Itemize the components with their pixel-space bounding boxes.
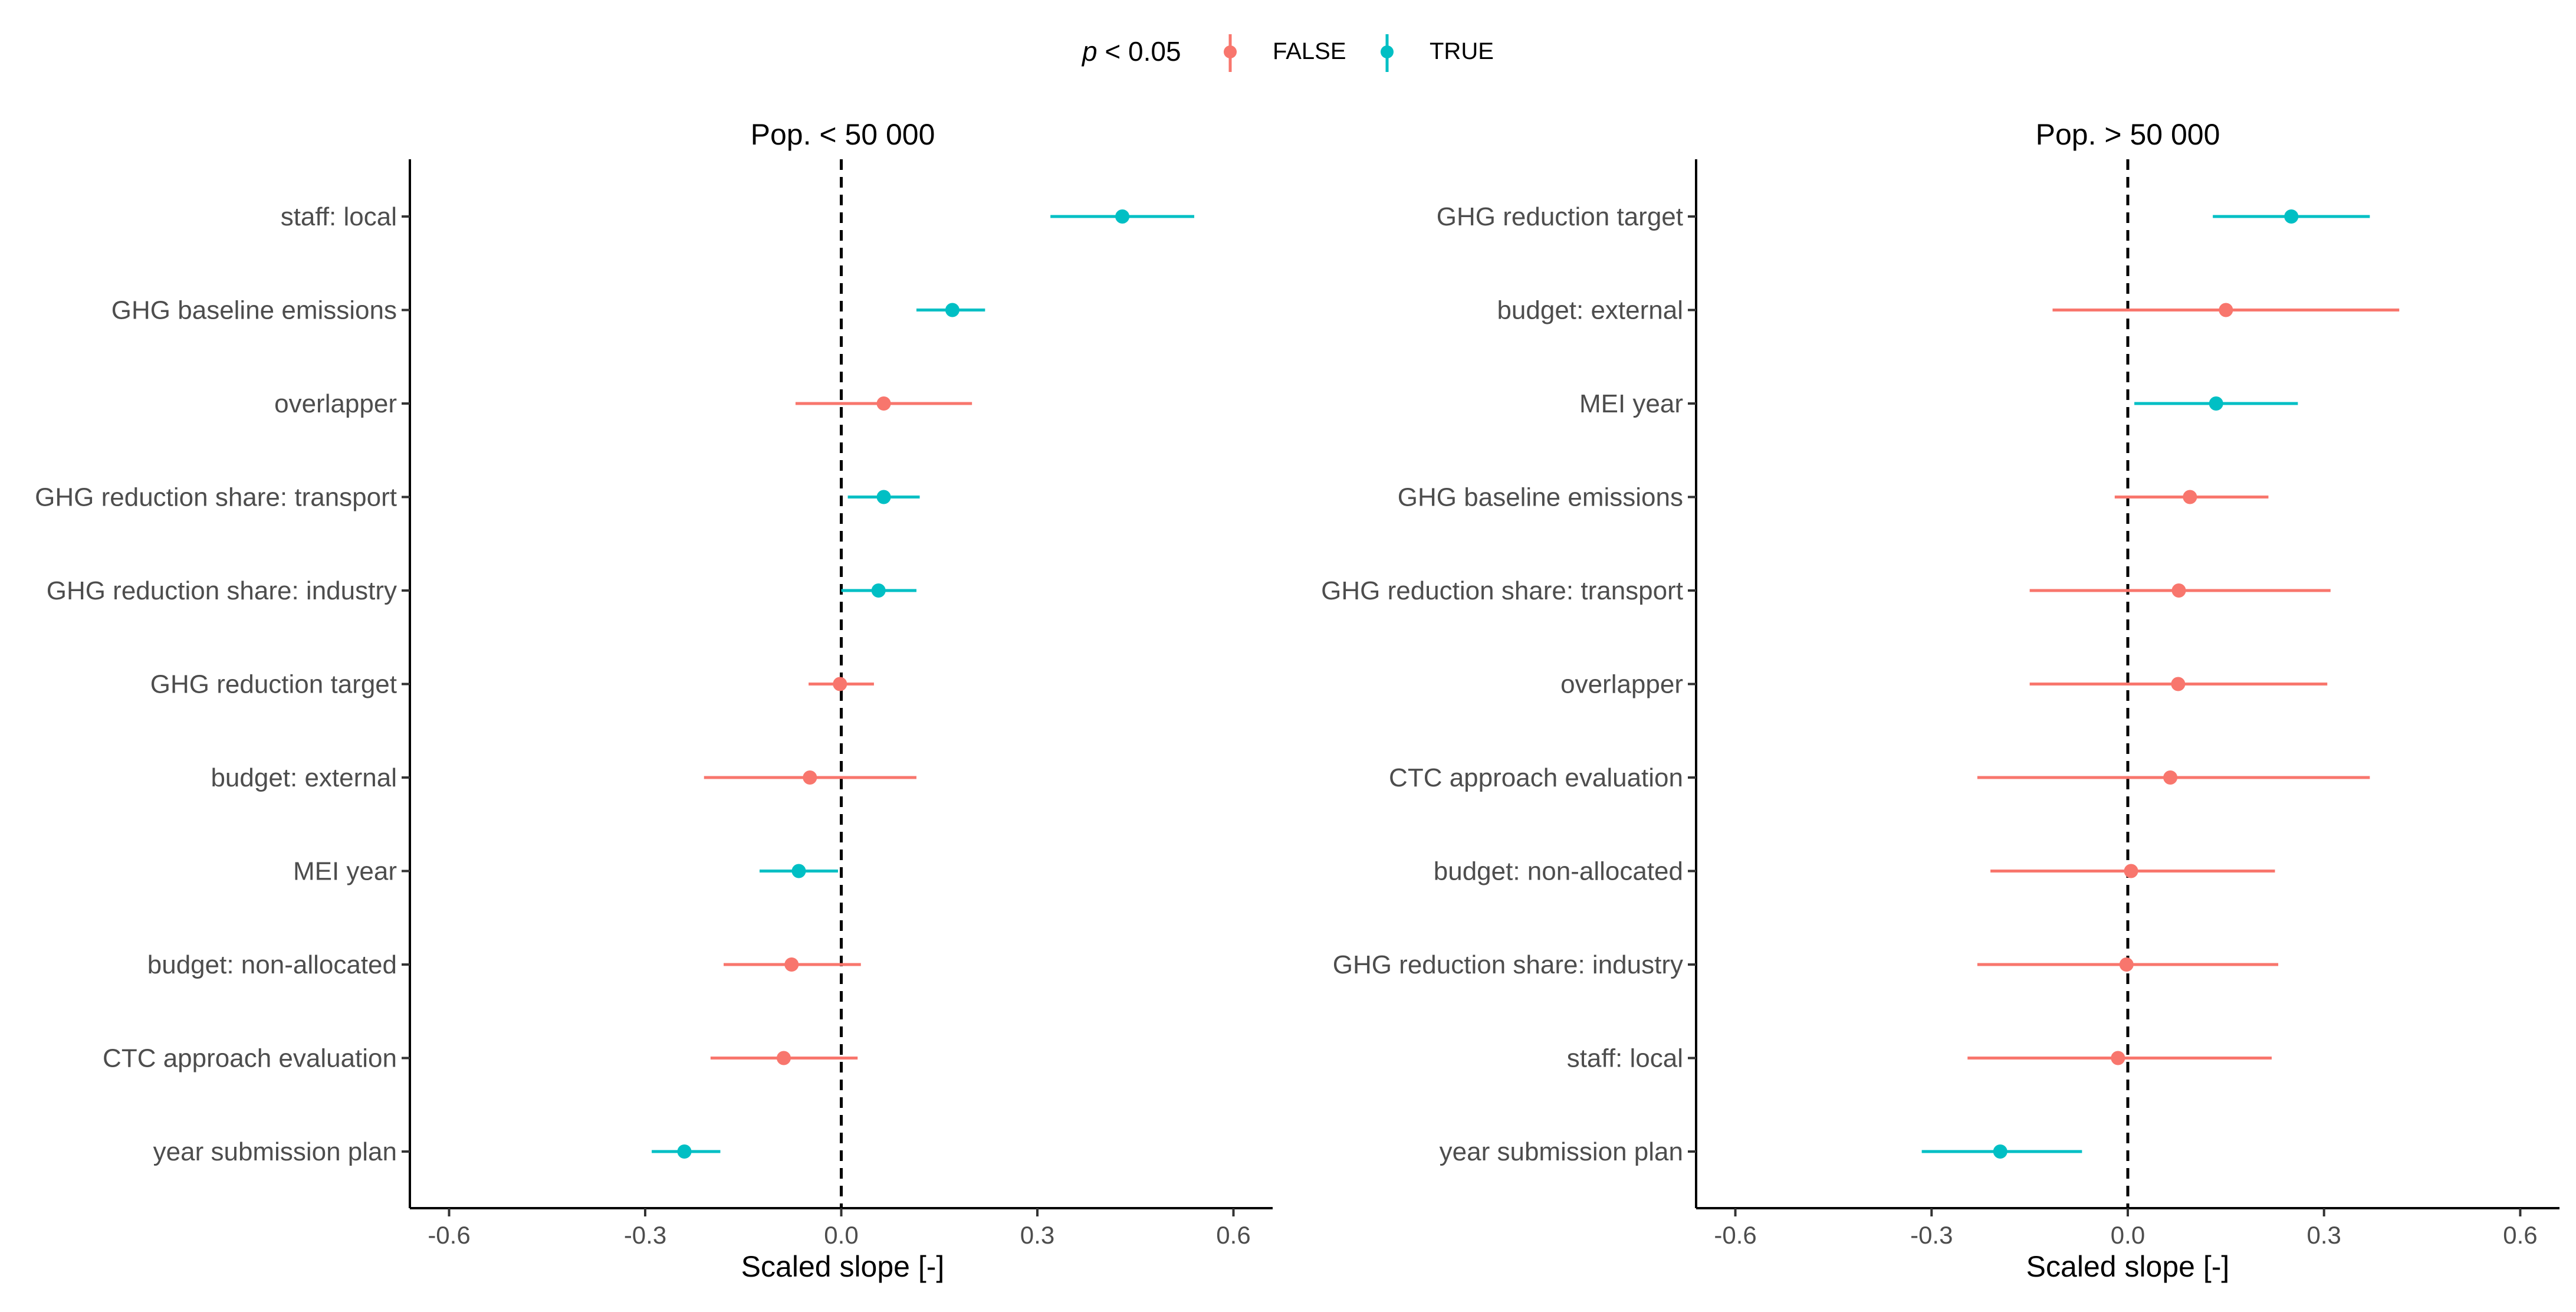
y-tick-label: budget: non-allocated bbox=[147, 950, 397, 979]
estimate-point bbox=[2209, 396, 2223, 411]
y-tick-label: GHG reduction share: industry bbox=[1333, 950, 1683, 979]
legend: p < 0.05 FALSE TRUE bbox=[1081, 34, 1494, 72]
x-tick-label: 0.6 bbox=[1216, 1221, 1250, 1249]
y-tick-label: GHG reduction target bbox=[1437, 202, 1683, 231]
y-tick-label: MEI year bbox=[1579, 389, 1683, 418]
legend-key-false bbox=[1224, 34, 1237, 72]
plot-area: -0.6 -0.3 0.0 0.3 0.6 GHG reduction target bud… bbox=[1321, 159, 2559, 1249]
estimate-point bbox=[833, 677, 847, 691]
estimate-point bbox=[2119, 957, 2134, 972]
y-tick-label: budget: external bbox=[211, 763, 397, 792]
y-tick-label: overlapper bbox=[274, 389, 397, 418]
y-tick-label: GHG reduction share: industry bbox=[47, 576, 397, 605]
legend-key-false-point bbox=[1224, 45, 1237, 58]
x-tick-label: 0.3 bbox=[2307, 1221, 2341, 1249]
x-tick-label: 0.6 bbox=[2503, 1221, 2537, 1249]
legend-key-true-point bbox=[1381, 45, 1394, 58]
estimate-point bbox=[2171, 677, 2186, 691]
estimate-point bbox=[776, 1051, 791, 1065]
estimate-point bbox=[1993, 1144, 2007, 1159]
y-tick-label: overlapper bbox=[1560, 670, 1683, 699]
y-tick-label: MEI year bbox=[293, 857, 397, 886]
legend-key-true bbox=[1381, 34, 1394, 72]
estimate-point bbox=[2111, 1051, 2125, 1065]
estimate-point bbox=[945, 303, 960, 317]
y-tick-label: budget: external bbox=[1497, 296, 1683, 325]
y-tick-label: CTC approach evaluation bbox=[103, 1044, 397, 1073]
y-tick-label: CTC approach evaluation bbox=[1389, 763, 1683, 792]
legend-title: p < 0.05 bbox=[1081, 36, 1181, 67]
estimate-point bbox=[2171, 583, 2186, 598]
y-tick-label: GHG baseline emissions bbox=[111, 296, 397, 325]
estimate-point bbox=[791, 864, 806, 878]
panel-title: Pop. < 50 000 bbox=[751, 118, 935, 151]
x-tick-label: 0.3 bbox=[1020, 1221, 1054, 1249]
legend-title-rest: < 0.05 bbox=[1098, 36, 1181, 67]
y-tick-label: year submission plan bbox=[1440, 1137, 1683, 1166]
panel-large-municipalities: Pop. > 50 000 Scaled slope [-] -0.6 -0.3 0… bbox=[1321, 118, 2559, 1283]
y-tick-label: GHG baseline emissions bbox=[1398, 483, 1683, 512]
x-tick-label: -0.6 bbox=[428, 1221, 470, 1249]
legend-label-true: TRUE bbox=[1430, 38, 1494, 64]
y-tick-label: GHG reduction target bbox=[150, 670, 397, 699]
estimate-point bbox=[803, 770, 817, 785]
x-tick-label: -0.3 bbox=[1910, 1221, 1953, 1249]
estimate-point bbox=[2284, 209, 2299, 224]
panel-title: Pop. > 50 000 bbox=[2036, 118, 2220, 151]
estimate-point bbox=[876, 396, 891, 411]
y-tick-label: GHG reduction share: transport bbox=[35, 483, 397, 512]
plot-area: -0.6 -0.3 0.0 0.3 0.6 staff: local GHG baselin… bbox=[35, 159, 1273, 1249]
estimate-point bbox=[677, 1144, 692, 1159]
estimate-point bbox=[2219, 303, 2233, 317]
x-tick-label: -0.6 bbox=[1714, 1221, 1756, 1249]
x-axis-title: Scaled slope [-] bbox=[2026, 1250, 2230, 1283]
legend-title-p: p bbox=[1081, 36, 1098, 67]
x-tick-label: 0.0 bbox=[824, 1221, 858, 1249]
x-tick-label: 0.0 bbox=[2111, 1221, 2145, 1249]
y-tick-label: staff: local bbox=[1567, 1044, 1683, 1073]
y-tick-label: staff: local bbox=[281, 202, 397, 231]
estimate-point bbox=[2124, 864, 2138, 878]
y-tick-label: year submission plan bbox=[153, 1137, 397, 1166]
estimate-point bbox=[2183, 490, 2197, 504]
estimate-point bbox=[784, 957, 799, 972]
y-tick-label: GHG reduction share: transport bbox=[1321, 576, 1683, 605]
estimate-point bbox=[1115, 209, 1130, 224]
estimate-point bbox=[871, 583, 886, 598]
panel-small-municipalities: Pop. < 50 000 Scaled slope [-] -0.6 -0.3 0… bbox=[35, 118, 1273, 1283]
estimate-point bbox=[2163, 770, 2178, 785]
legend-label-false: FALSE bbox=[1273, 38, 1346, 64]
x-tick-label: -0.3 bbox=[624, 1221, 666, 1249]
estimate-point bbox=[876, 490, 891, 504]
x-axis-title: Scaled slope [-] bbox=[741, 1250, 945, 1283]
y-tick-label: budget: non-allocated bbox=[1434, 857, 1683, 886]
